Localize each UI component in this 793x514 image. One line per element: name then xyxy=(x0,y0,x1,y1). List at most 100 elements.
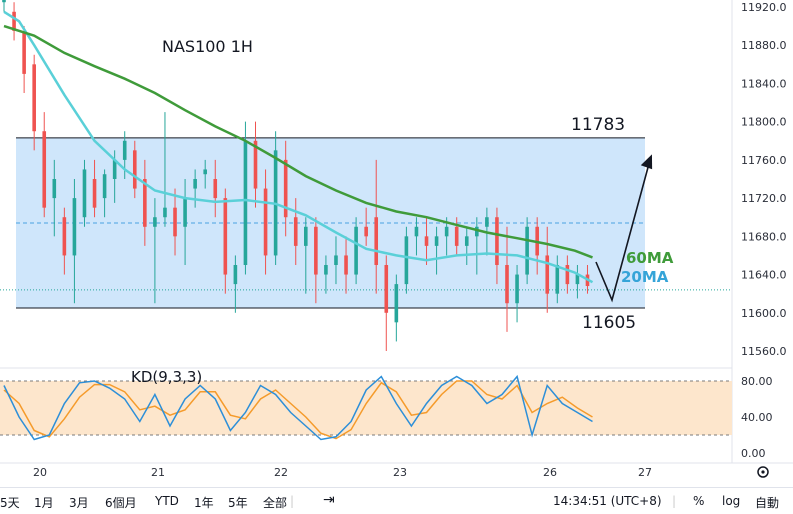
price-tick-label: 11680.0 xyxy=(741,230,787,243)
kd-tick-label: 0.00 xyxy=(741,447,766,460)
candle-body xyxy=(384,265,389,313)
candle-body xyxy=(293,217,298,246)
kd-tick-label: 80.00 xyxy=(741,375,773,388)
candle-body xyxy=(263,188,268,256)
kd-label: KD(9,3,3) xyxy=(131,368,202,386)
candle-body xyxy=(132,150,137,189)
candle-body xyxy=(525,226,529,275)
candle-body xyxy=(485,217,489,227)
candle-body xyxy=(92,179,97,208)
candle-body xyxy=(515,274,519,304)
time-tick-label: 27 xyxy=(638,466,652,479)
candle-body xyxy=(454,226,459,246)
ma60-label: 60MA xyxy=(626,249,674,267)
candle-body xyxy=(12,11,16,31)
candle-body xyxy=(233,265,238,285)
price-tick-label: 11840.0 xyxy=(741,77,787,90)
price-tick-label: 11560.0 xyxy=(741,345,787,358)
price-tick-label: 11800.0 xyxy=(741,116,787,129)
candle-body xyxy=(334,255,338,265)
candle-body xyxy=(122,140,127,160)
date-range-icon[interactable]: ⇥ xyxy=(323,492,335,508)
candle-body xyxy=(163,207,167,218)
candle-body xyxy=(444,226,449,237)
candle-body xyxy=(404,236,409,285)
candle-body xyxy=(424,236,429,246)
range-ytd-button[interactable]: YTD xyxy=(155,494,179,508)
candle-body xyxy=(42,131,47,208)
candle-body xyxy=(62,217,67,256)
candle-body xyxy=(102,174,107,199)
candle-body xyxy=(22,30,26,74)
bottom-toolbar: 5天 1月 3月 6個月 YTD 1年 5年 全部 | ⇥ 14:34:51 (… xyxy=(0,487,793,514)
candle-body xyxy=(304,226,308,246)
ma20-label: 20MA xyxy=(621,268,669,286)
candle-body xyxy=(374,217,379,265)
time-tick-label: 26 xyxy=(543,466,557,479)
candle-body xyxy=(112,159,117,179)
toolbar-divider-2: | xyxy=(672,494,677,508)
time-tick-label: 22 xyxy=(274,466,288,479)
percent-toggle[interactable]: % xyxy=(693,494,705,508)
candle-body xyxy=(464,236,469,246)
candle-body xyxy=(243,140,248,265)
range-1y-button[interactable]: 1年 xyxy=(194,496,214,510)
forecast-arrow xyxy=(595,154,653,303)
price-tick-label: 11920.0 xyxy=(741,1,787,14)
range-1m-button[interactable]: 1月 xyxy=(34,496,54,510)
settings-gear-icon[interactable] xyxy=(757,466,769,478)
candle-body xyxy=(2,0,6,3)
price-tick-label: 11600.0 xyxy=(741,307,787,320)
candle-body xyxy=(143,179,147,227)
candle-body xyxy=(414,226,419,237)
range-6m-button[interactable]: 6個月 xyxy=(105,496,137,510)
kd-tick-label: 40.00 xyxy=(741,411,773,424)
candle-body xyxy=(153,217,157,227)
range-3m-button[interactable]: 3月 xyxy=(69,496,89,510)
candle-body xyxy=(505,265,509,304)
candle-body xyxy=(565,265,570,285)
chart-title: NAS100 1H xyxy=(162,37,253,56)
candle-body xyxy=(324,265,328,275)
price-chart[interactable]: 11920.0 11880.0 11840.0 11800.0 11760.0 11720… xyxy=(0,0,793,487)
candle-body xyxy=(545,255,550,294)
log-toggle[interactable]: log xyxy=(722,494,741,508)
kd-k-line xyxy=(3,374,593,441)
candle-body xyxy=(223,198,228,275)
candle-body xyxy=(575,274,580,285)
candle-body xyxy=(52,179,57,199)
resistance-label: 11783 xyxy=(571,115,625,135)
candle-body xyxy=(555,265,560,294)
price-tick-label: 11760.0 xyxy=(741,154,787,167)
clock-time: 14:34:51 (UTC+8) xyxy=(553,494,662,508)
ma60-line xyxy=(3,24,593,259)
time-tick-label: 21 xyxy=(151,466,165,479)
candle-body xyxy=(364,226,368,237)
candle-body xyxy=(253,140,258,189)
range-5d-button[interactable]: 5天 xyxy=(0,496,20,510)
toolbar-divider: | xyxy=(290,494,295,508)
candle-body xyxy=(32,64,36,132)
candle-body xyxy=(314,226,318,275)
candle-body xyxy=(193,179,197,189)
candle-body xyxy=(475,226,479,237)
candle-body xyxy=(72,198,77,256)
range-all-button[interactable]: 全部 xyxy=(263,496,288,510)
price-tick-label: 11640.0 xyxy=(741,269,787,282)
auto-toggle[interactable]: 自動 xyxy=(755,496,780,510)
candle-body xyxy=(495,217,499,265)
price-tick-label: 11720.0 xyxy=(741,192,787,205)
time-tick-label: 20 xyxy=(33,466,47,479)
price-tick-label: 11880.0 xyxy=(741,39,787,52)
candle-body xyxy=(283,159,288,218)
candle-body xyxy=(183,198,187,227)
candle-body xyxy=(213,179,218,199)
support-label: 11605 xyxy=(582,313,636,333)
candle-body xyxy=(434,236,439,246)
candle-body xyxy=(173,207,177,237)
candle-body xyxy=(394,284,399,323)
time-tick-label: 23 xyxy=(393,466,407,479)
range-5y-button[interactable]: 5年 xyxy=(228,496,248,510)
candle-body xyxy=(344,255,348,275)
ma20-line xyxy=(3,10,594,284)
